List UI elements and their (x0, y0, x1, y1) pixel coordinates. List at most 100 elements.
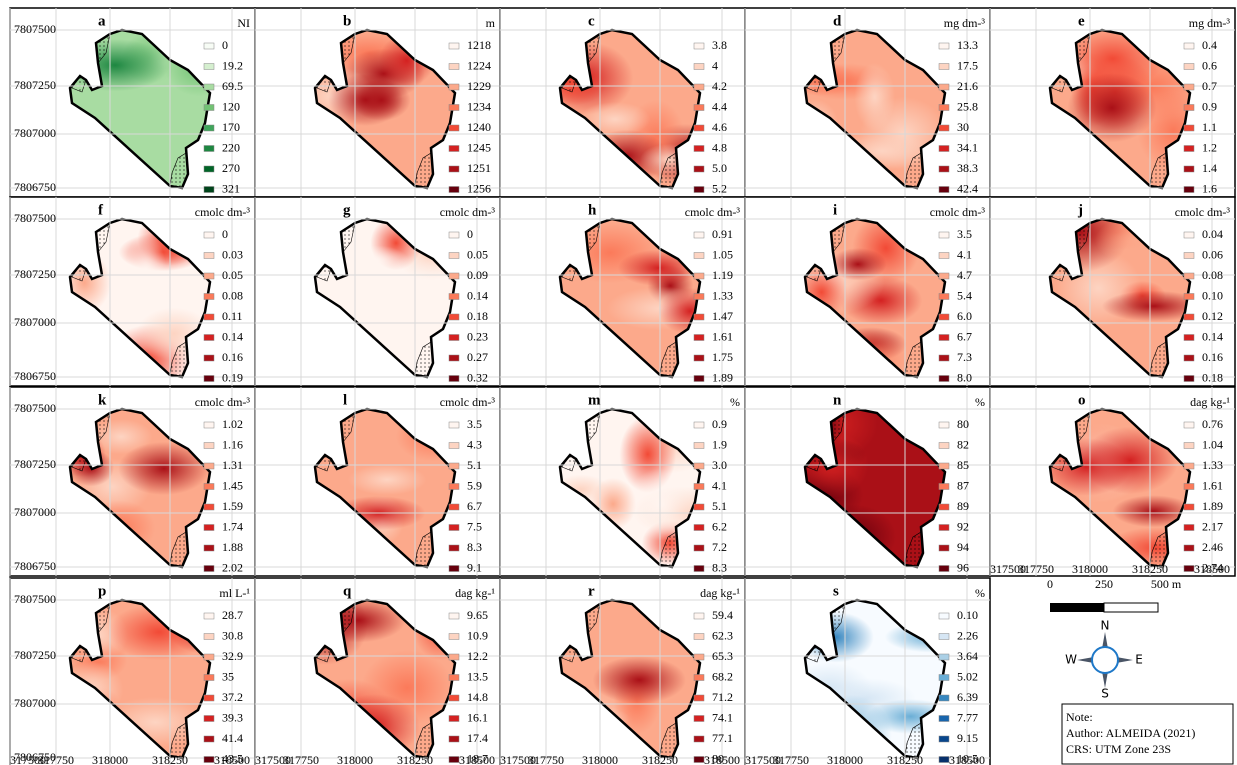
legend-label: 0.9 (712, 417, 727, 431)
map-panel: q dag kg-¹ 9.65 10.9 12.2 13.5 14.8 16.1 17.4 18.… (254, 577, 501, 765)
legend-swatch (203, 83, 215, 91)
legend-swatch (203, 483, 215, 490)
legend-swatch (448, 735, 460, 743)
legend-swatch (693, 565, 705, 572)
legend-label: 0.08 (222, 288, 243, 302)
note-line: Note: (1066, 710, 1093, 724)
legend-label: 9.65 (467, 608, 488, 622)
panel-letter: j (1077, 202, 1083, 218)
legend-swatch (203, 145, 215, 152)
legend-swatch (203, 252, 215, 259)
legend-label: 92 (957, 519, 969, 533)
legend-swatch (938, 524, 950, 531)
legend-swatch (938, 756, 950, 763)
legend-label: 1224 (467, 58, 491, 72)
map-outline (558, 407, 702, 569)
legend-swatch (938, 293, 950, 300)
legend-label: 0.08 (1202, 268, 1223, 282)
legend-swatch (693, 354, 705, 362)
legend-label: 82 (957, 437, 969, 451)
legend-unit: dag kg-¹ (455, 586, 495, 600)
legend-swatch (693, 503, 705, 511)
panel-letter: o (1078, 392, 1086, 408)
legend-swatch (203, 421, 215, 429)
x-tick-label: 318000 (1072, 562, 1108, 576)
legend-label: 5.1 (712, 499, 727, 513)
legend-swatch (448, 462, 460, 470)
panel-letter: k (98, 392, 107, 408)
legend-swatch (448, 715, 460, 722)
compass-ring (1091, 646, 1119, 674)
y-tick-label: 7806750 (14, 369, 56, 383)
legend-label: 0 (222, 227, 228, 241)
legend-unit: cmolc dm-³ (685, 205, 741, 219)
surface-blob (347, 464, 427, 496)
legend-label: 14.8 (467, 690, 488, 704)
surface-blob (315, 457, 371, 504)
legend-swatch (693, 633, 705, 640)
legend-label: 1.02 (222, 417, 243, 431)
y-tick-label: 7807500 (14, 401, 56, 415)
legend-label: 1.59 (222, 499, 243, 513)
legend-label: 38.3 (957, 161, 978, 175)
legend-swatch (938, 313, 950, 321)
map-outline (313, 217, 457, 379)
legend-label: 0.4 (1202, 38, 1217, 52)
x-tick-label: 317750 (1018, 562, 1054, 576)
legend-swatch (938, 565, 950, 572)
legend-label: 1.1 (1202, 120, 1217, 134)
legend-label: 0.16 (1202, 350, 1223, 364)
legend-swatch (448, 694, 460, 702)
map-outline (558, 598, 702, 760)
surface-blob (154, 101, 201, 156)
legend-label: 12.2 (467, 649, 488, 663)
legend-swatch (938, 83, 950, 91)
legend-unit: mg dm-³ (944, 16, 986, 30)
map-outline (68, 407, 212, 569)
legend-swatch (448, 756, 460, 763)
legend-label: 1.75 (712, 350, 733, 364)
legend-swatch (693, 272, 705, 280)
legend-swatch (203, 462, 215, 470)
legend-label: 1.31 (222, 458, 243, 472)
legend-swatch (693, 442, 705, 449)
legend-label: 0.10 (957, 608, 978, 622)
surface-blob (592, 656, 686, 704)
legend-label: 1.33 (1202, 458, 1223, 472)
y-tick-label: 7806750 (14, 559, 56, 573)
x-tick-label: 318250 (1132, 562, 1168, 576)
legend-swatch (203, 375, 215, 382)
legend-label: 13.3 (957, 38, 978, 52)
legend-label: 77.1 (712, 731, 733, 745)
legend-swatch (693, 375, 705, 382)
panel-letter: f (98, 202, 104, 218)
legend-swatch (1183, 483, 1195, 490)
legend-swatch (203, 565, 215, 572)
interpolation-surface (341, 219, 455, 372)
legend-swatch (693, 42, 705, 50)
legend-unit: cmolc dm-³ (440, 395, 496, 409)
map-outline (558, 217, 702, 379)
legend-label: 0 (222, 38, 228, 52)
legend-swatch (448, 165, 460, 173)
surface-blob (118, 441, 210, 496)
note-line: CRS: UTM Zone 23S (1066, 742, 1171, 756)
legend-label: 39.3 (222, 710, 243, 724)
legend-label: 1.04 (1202, 437, 1223, 451)
y-tick-label: 7807000 (14, 126, 56, 140)
legend-label: 37.2 (222, 690, 243, 704)
legend-unit: % (975, 586, 985, 600)
legend-swatch (693, 612, 705, 620)
legend-label: 1229 (467, 79, 491, 93)
legend-label: 1.16 (222, 437, 243, 451)
legend-swatch (693, 83, 705, 91)
legend-label: 1.9 (712, 437, 727, 451)
legend-swatch (448, 145, 460, 152)
legend-swatch (448, 42, 460, 50)
legend-label: 32.9 (222, 649, 243, 663)
legend-swatch (938, 145, 950, 152)
legend-label: 2.46 (1202, 540, 1223, 554)
legend-label: 6.7 (467, 499, 482, 513)
x-tick-label: 318250 (397, 753, 433, 765)
